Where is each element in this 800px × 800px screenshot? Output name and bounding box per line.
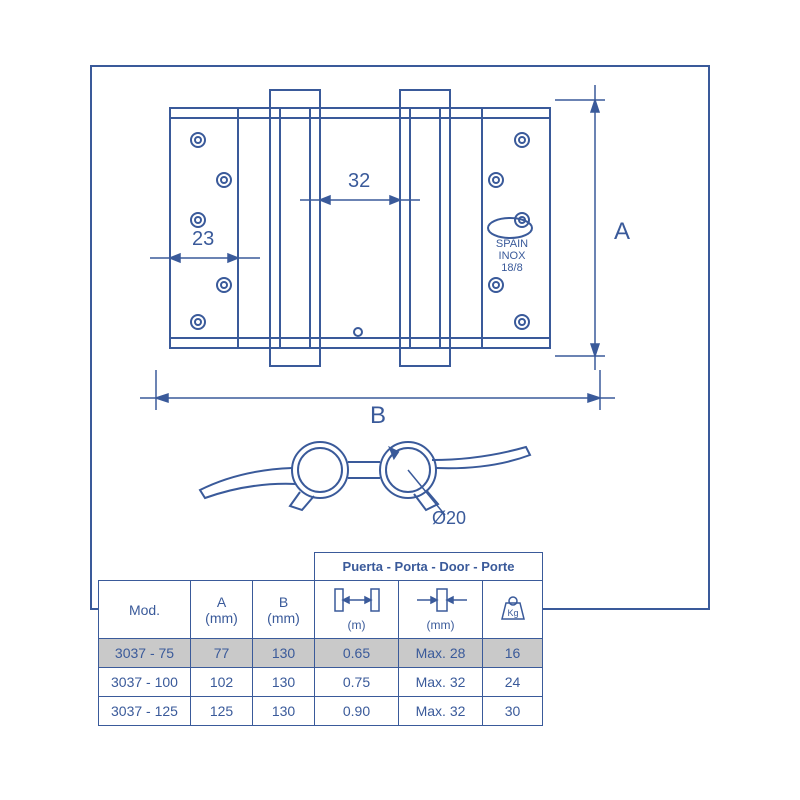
brand-label: SPAIN INOX 18/8 (490, 238, 534, 274)
cell: 30 (483, 697, 543, 726)
cell: 130 (253, 668, 315, 697)
table-row: 3037 - 125 125 130 0.90 Max. 32 30 (99, 697, 543, 726)
spec-table: Puerta - Porta - Door - Porte Mod. A (mm… (98, 552, 543, 726)
cell: 16 (483, 639, 543, 668)
cell: 0.75 (315, 668, 399, 697)
brand-line-1: SPAIN (496, 238, 528, 250)
cell: Max. 32 (399, 697, 483, 726)
cell: 3037 - 125 (99, 697, 191, 726)
cell: 130 (253, 697, 315, 726)
cell: 130 (253, 639, 315, 668)
col-door-m: (m) (315, 581, 399, 639)
col-a: A (mm) (191, 581, 253, 639)
cell: 3037 - 100 (99, 668, 191, 697)
kg-text: Kg (507, 608, 518, 618)
unit-m: (m) (348, 618, 366, 632)
cell: Max. 32 (399, 668, 483, 697)
cell: 0.90 (315, 697, 399, 726)
door-thickness-icon (413, 587, 469, 613)
col-b: B (mm) (253, 581, 315, 639)
dim-label-32: 32 (348, 170, 370, 193)
col-mod: Mod. (99, 581, 191, 639)
table-row: 3037 - 75 77 130 0.65 Max. 28 16 (99, 639, 543, 668)
dim-label-A: A (614, 218, 630, 246)
cell: 3037 - 75 (99, 639, 191, 668)
cell: 125 (191, 697, 253, 726)
weight-kg-icon: Kg (498, 595, 528, 621)
brand-line-2: INOX 18/8 (499, 250, 526, 274)
cell: 102 (191, 668, 253, 697)
dim-label-diameter: Ø20 (432, 508, 466, 529)
cell: 24 (483, 668, 543, 697)
dim-label-B: B (370, 402, 386, 430)
col-door-mm: (mm) (399, 581, 483, 639)
cell: 0.65 (315, 639, 399, 668)
dim-label-23: 23 (192, 228, 214, 251)
cell: 77 (191, 639, 253, 668)
table-row: 3037 - 100 102 130 0.75 Max. 32 24 (99, 668, 543, 697)
door-header: Puerta - Porta - Door - Porte (315, 553, 543, 581)
unit-mm: (mm) (427, 618, 455, 632)
door-width-icon (329, 587, 385, 613)
cell: Max. 28 (399, 639, 483, 668)
col-kg: Kg (483, 581, 543, 639)
